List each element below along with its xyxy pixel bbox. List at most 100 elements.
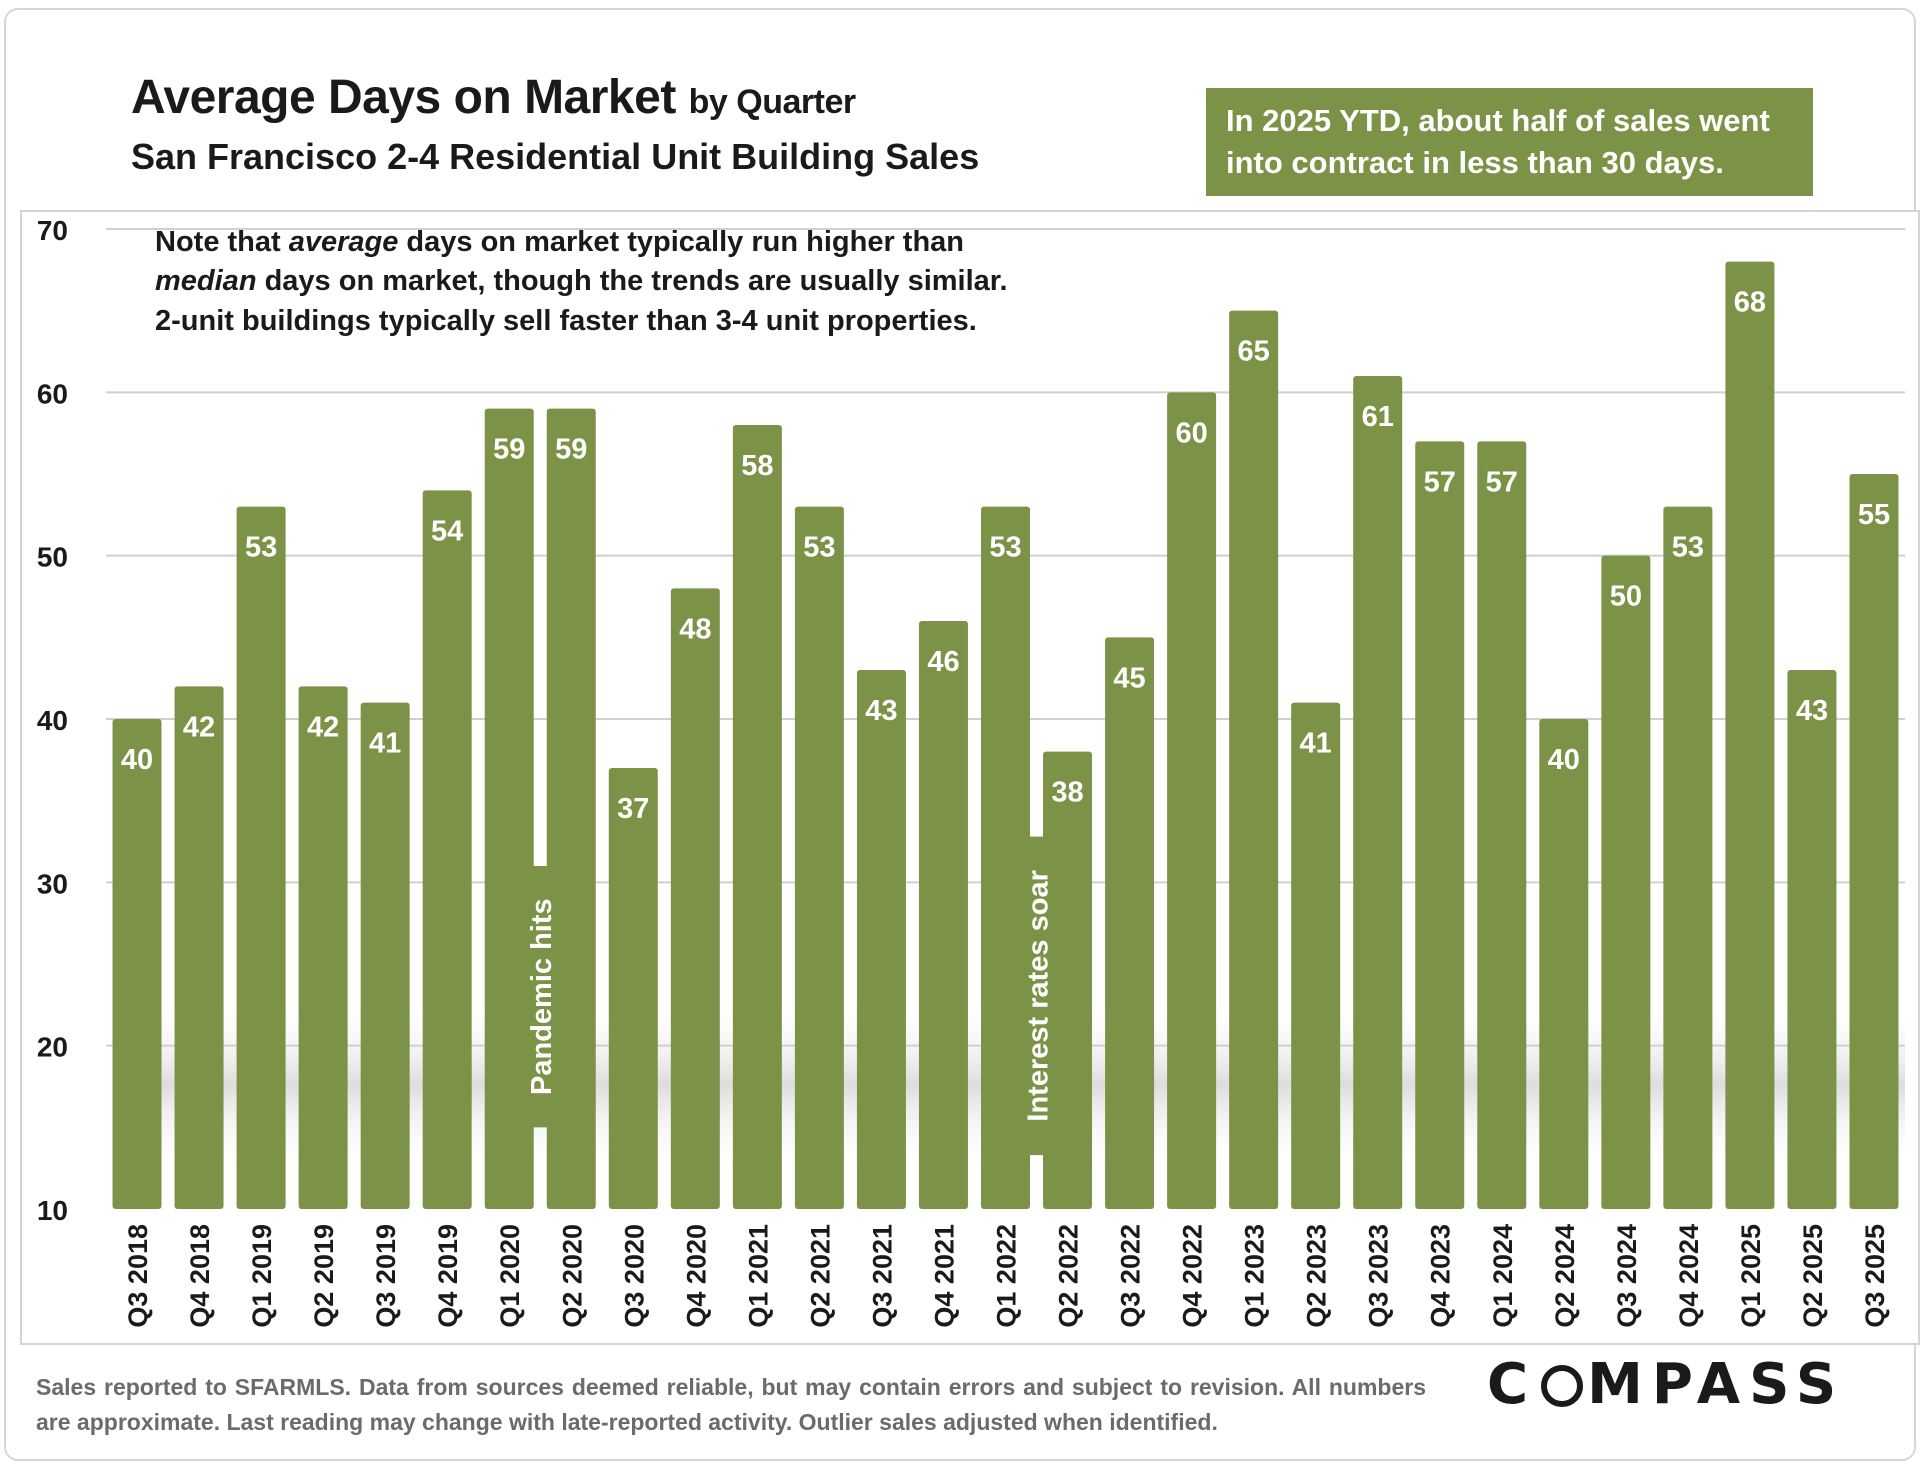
bar bbox=[1539, 719, 1589, 1209]
bar-value-label: 42 bbox=[307, 711, 339, 743]
x-tick-label: Q2 2021 bbox=[805, 1224, 835, 1328]
x-tick-label: Q1 2019 bbox=[247, 1224, 277, 1328]
bar-value-label: 54 bbox=[431, 515, 463, 547]
x-tick-label: Q3 2021 bbox=[867, 1224, 897, 1328]
x-tick-label: Q3 2022 bbox=[1116, 1224, 1146, 1328]
logo-text-right: MPASS bbox=[1587, 1352, 1846, 1417]
note-line2-em: median bbox=[155, 265, 257, 297]
y-tick-label: 50 bbox=[37, 542, 68, 573]
bar-value-label: 57 bbox=[1486, 466, 1518, 498]
callout-box: In 2025 YTD, about half of sales went in… bbox=[1206, 88, 1813, 196]
bar-value-label: 37 bbox=[617, 793, 649, 825]
bar bbox=[1849, 474, 1899, 1209]
x-tick-label: Q4 2022 bbox=[1178, 1224, 1208, 1328]
bar bbox=[360, 702, 410, 1209]
note-line2-b: days on market, though the trends are us… bbox=[257, 265, 1008, 297]
bar-value-label: 40 bbox=[121, 744, 153, 776]
bar-value-label: 53 bbox=[1672, 532, 1704, 564]
bar bbox=[1725, 261, 1775, 1210]
bar bbox=[1787, 670, 1837, 1209]
x-tick-label: Q2 2020 bbox=[557, 1224, 587, 1328]
x-tick-label: Q3 2025 bbox=[1860, 1224, 1890, 1328]
compass-logo: C MPASS bbox=[1487, 1352, 1847, 1417]
y-tick-label: 70 bbox=[37, 215, 68, 246]
bar bbox=[608, 768, 658, 1209]
x-tick-label: Q1 2023 bbox=[1240, 1224, 1270, 1328]
annotation-box bbox=[1014, 836, 1059, 1156]
chart-title: Average Days on Market by Quarter bbox=[131, 70, 856, 125]
x-tick-label: Q2 2024 bbox=[1550, 1224, 1580, 1328]
y-tick-label: 20 bbox=[37, 1032, 68, 1063]
bar-value-label: 40 bbox=[1548, 744, 1580, 776]
annotations: Pandemic hits Interest rates soar bbox=[518, 836, 1059, 1156]
y-tick-label: 30 bbox=[37, 868, 68, 899]
bar-value-label: 68 bbox=[1734, 287, 1766, 319]
bars: 40 42 53 42 41 54 59 59 37 48 58 53 43 46 53 38 45 60 65 41… bbox=[112, 261, 1899, 1210]
x-tick-label: Q2 2022 bbox=[1054, 1224, 1084, 1328]
x-tick-label: Q1 2025 bbox=[1736, 1224, 1766, 1328]
bar-value-label: 46 bbox=[927, 646, 959, 678]
bar-value-label: 65 bbox=[1238, 336, 1270, 368]
note-line1-a: Note that bbox=[155, 226, 289, 258]
y-tick-label: 40 bbox=[37, 705, 68, 736]
x-tick-label: Q4 2024 bbox=[1674, 1224, 1704, 1328]
bar-value-label: 48 bbox=[679, 613, 711, 645]
x-tick-label: Q1 2021 bbox=[743, 1224, 773, 1328]
x-tick-label: Q2 2023 bbox=[1302, 1224, 1332, 1328]
bar bbox=[1415, 441, 1465, 1209]
logo-text-left: C bbox=[1487, 1352, 1538, 1417]
x-tick-label: Q4 2021 bbox=[929, 1224, 959, 1328]
bar bbox=[422, 490, 472, 1209]
note-line1-b: days on market typically run higher than bbox=[398, 226, 964, 258]
x-tick-label: Q4 2023 bbox=[1426, 1224, 1456, 1328]
bar bbox=[1105, 637, 1155, 1209]
x-tick-label: Q2 2019 bbox=[309, 1224, 339, 1328]
svg-text:Note that average days on mark: Note that average days on market typical… bbox=[155, 226, 964, 258]
annotation-label: Pandemic hits bbox=[526, 898, 558, 1095]
bar-value-label: 42 bbox=[183, 711, 215, 743]
bar bbox=[1353, 376, 1403, 1209]
y-tick-label: 10 bbox=[37, 1195, 68, 1226]
bar bbox=[174, 686, 224, 1209]
bar bbox=[732, 425, 782, 1209]
x-tick-label: Q4 2018 bbox=[185, 1224, 215, 1328]
bar-value-label: 60 bbox=[1175, 417, 1207, 449]
bar-value-label: 53 bbox=[245, 532, 277, 564]
y-tick-label: 60 bbox=[37, 378, 68, 409]
chart-subtitle: San Francisco 2-4 Residential Unit Build… bbox=[131, 136, 980, 177]
x-tick-label: Q1 2022 bbox=[992, 1224, 1022, 1328]
annotation-box bbox=[518, 866, 563, 1128]
x-tick-label: Q3 2018 bbox=[123, 1224, 153, 1328]
annotation-label: Interest rates soar bbox=[1023, 870, 1055, 1121]
bar-value-label: 59 bbox=[555, 434, 587, 466]
y-axis-ticks: 10 20 30 40 50 60 70 bbox=[37, 215, 68, 1226]
bar bbox=[298, 686, 348, 1209]
bar-value-label: 41 bbox=[369, 728, 401, 760]
chart-note: Note that average days on market typical… bbox=[155, 226, 1008, 337]
x-tick-label: Q1 2024 bbox=[1488, 1224, 1518, 1328]
x-axis-ticks: Q3 2018 Q4 2018 Q1 2019 Q2 2019 Q3 2019 Q4 20… bbox=[123, 1224, 1890, 1328]
bar-value-label: 55 bbox=[1858, 499, 1890, 531]
chart-title-suffix: by Quarter bbox=[688, 83, 856, 121]
x-tick-label: Q4 2020 bbox=[681, 1224, 711, 1328]
bar bbox=[1229, 310, 1279, 1210]
bar bbox=[794, 506, 844, 1210]
bar-value-label: 53 bbox=[803, 532, 835, 564]
note-line1-em: average bbox=[289, 226, 399, 258]
x-tick-label: Q3 2019 bbox=[371, 1224, 401, 1328]
x-tick-label: Q1 2020 bbox=[495, 1224, 525, 1328]
bar-value-label: 61 bbox=[1362, 401, 1394, 433]
bar-value-label: 50 bbox=[1610, 581, 1642, 613]
bar bbox=[856, 670, 906, 1209]
bar bbox=[236, 506, 286, 1210]
x-tick-label: Q4 2019 bbox=[433, 1224, 463, 1328]
bar bbox=[670, 588, 720, 1209]
x-tick-label: Q3 2024 bbox=[1612, 1224, 1642, 1328]
bar-value-label: 43 bbox=[1796, 695, 1828, 727]
bar-value-label: 53 bbox=[989, 532, 1021, 564]
chart-title-main: Average Days on Market bbox=[131, 71, 676, 124]
bar-value-label: 45 bbox=[1113, 662, 1145, 694]
bar bbox=[112, 719, 162, 1209]
bar-value-label: 57 bbox=[1424, 466, 1456, 498]
